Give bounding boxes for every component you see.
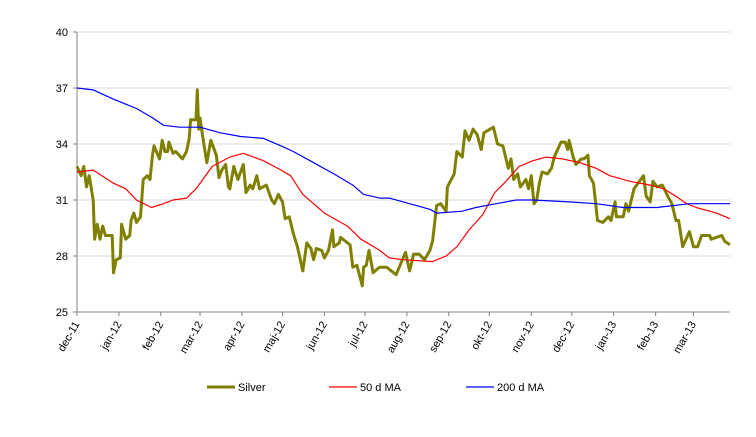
x-tick-label: sep-12 (427, 320, 454, 355)
legend: Silver 50 d MA 200 d MA (207, 382, 545, 394)
x-tick-label: jan-13 (593, 320, 619, 353)
x-tick-label: apr-12 (221, 320, 247, 354)
legend-label: 50 d MA (360, 382, 402, 394)
x-tick-label: dec-11 (56, 320, 83, 354)
y-tick-label: 31 (56, 195, 68, 207)
x-tick-label: nov-12 (510, 320, 537, 355)
gridlines (77, 31, 730, 257)
legend-item: 200 d MA (466, 382, 545, 394)
x-tick-label: feb-12 (140, 320, 166, 353)
series-lines (75, 87, 731, 288)
x-tick-label: jul-12 (346, 320, 370, 350)
y-axis: 25 28 31 34 37 40 (56, 27, 78, 319)
y-tick-label: 37 (56, 83, 68, 95)
legend-label: 200 d MA (497, 382, 545, 394)
x-tick-label: jan-12 (98, 320, 124, 353)
y-tick-label: 40 (56, 27, 68, 39)
x-tick-label: mar-12 (178, 320, 206, 356)
legend-item: 50 d MA (329, 382, 402, 394)
legend-item: Silver (207, 382, 266, 394)
x-tick-label: dec-12 (550, 320, 577, 355)
y-tick-label: 34 (56, 139, 68, 151)
x-axis: dec-11 jan-12 feb-12 mar-12 apr-12 maj-12 jun-… (56, 311, 730, 356)
y-tick-label: 28 (56, 251, 68, 263)
y-tick-label: 25 (56, 307, 68, 319)
x-tick-label: maj-12 (261, 320, 288, 355)
x-tick-label: okt-12 (469, 319, 495, 351)
series-line-50-d-ma (76, 152, 731, 263)
x-tick-label: feb-13 (635, 320, 661, 353)
x-tick-label: jun-12 (304, 320, 330, 353)
x-tick-label: mar-13 (671, 320, 699, 356)
x-tick-label: aug-12 (385, 320, 413, 356)
series-line-200-d-ma (76, 87, 730, 214)
legend-label: Silver (238, 382, 266, 394)
series-line-silver (75, 88, 731, 288)
